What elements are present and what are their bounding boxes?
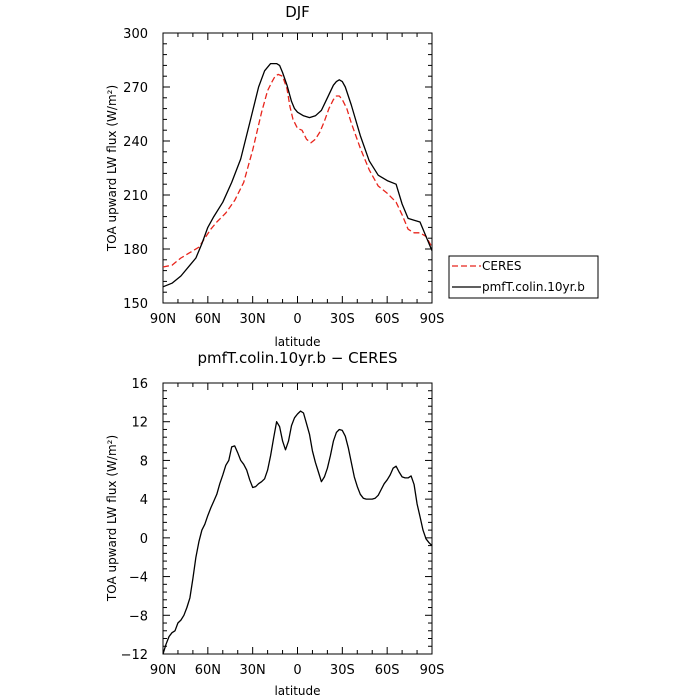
- top-x-tick-label: 60S: [375, 312, 400, 327]
- top-y-axis-label: TOA upward LW flux (W/m²): [105, 85, 119, 252]
- top-y-tick-label: 150: [123, 297, 148, 312]
- top-panel: DJF 90N 60N 30N 0 30S 60S 90S 150 180 210 240 270 30…: [105, 3, 444, 349]
- top-y-tick-label: 240: [123, 135, 148, 150]
- top-x-tick-label: 90N: [150, 312, 176, 327]
- bottom-panel: pmfT.colin.10yr.b − CERES 90N 60N 30N 0 30S 6…: [105, 349, 444, 698]
- bottom-series: [162, 410, 433, 655]
- bottom-plot-frame: [162, 382, 433, 655]
- bottom-x-tick-label: 0: [293, 663, 301, 678]
- legend-label-model: pmfT.colin.10yr.b: [482, 280, 585, 294]
- top-x-tick-label: 30S: [330, 312, 355, 327]
- top-plot-frame: [162, 32, 433, 304]
- bottom-y-tick-label: 12: [131, 416, 148, 431]
- bottom-series-line-difference: [162, 410, 433, 655]
- bottom-y-tick-label: 8: [140, 454, 148, 469]
- top-x-tick-label: 30N: [240, 312, 266, 327]
- bottom-x-tick-label: 30S: [330, 663, 355, 678]
- bottom-x-axis-label: latitude: [274, 684, 320, 698]
- bottom-y-tick-label: −8: [129, 609, 148, 624]
- top-x-tick-label: 60N: [195, 312, 221, 327]
- bottom-ticks: 90N 60N 30N 0 30S 60S 90S −12 −8 −4 0 4 8 12 16: [121, 377, 445, 678]
- bottom-y-tick-label: 4: [140, 493, 148, 508]
- legend-box: [448, 255, 599, 299]
- top-x-tick-label: 0: [293, 312, 301, 327]
- top-series: [162, 62, 433, 288]
- bottom-y-tick-label: −12: [121, 648, 148, 663]
- bottom-x-tick-label: 90N: [150, 663, 176, 678]
- legend-label-ceres: CERES: [482, 259, 522, 273]
- bottom-x-tick-label: 60N: [195, 663, 221, 678]
- top-y-tick-label: 210: [123, 189, 148, 204]
- top-x-tick-label: 90S: [420, 312, 445, 327]
- bottom-x-tick-label: 90S: [420, 663, 445, 678]
- top-x-axis-label: latitude: [274, 335, 320, 349]
- top-y-tick-label: 270: [123, 81, 148, 96]
- top-chart-title: DJF: [285, 3, 310, 21]
- bottom-y-axis-label: TOA upward LW flux (W/m²): [105, 435, 119, 602]
- top-y-tick-label: 180: [123, 243, 148, 258]
- top-y-tick-label: 300: [123, 27, 148, 42]
- legend: CERES pmfT.colin.10yr.b: [448, 255, 599, 299]
- top-series-line-pmft-colin-10yr-b: [162, 62, 433, 288]
- bottom-y-tick-label: −4: [129, 571, 148, 586]
- bottom-x-tick-label: 60S: [375, 663, 400, 678]
- bottom-chart-title: pmfT.colin.10yr.b − CERES: [197, 349, 397, 367]
- bottom-y-tick-label: 16: [131, 377, 148, 392]
- bottom-x-tick-label: 30N: [240, 663, 266, 678]
- top-ticks: 90N 60N 30N 0 30S 60S 90S 150 180 210 240 270 300: [123, 27, 444, 327]
- bottom-y-tick-label: 0: [140, 532, 148, 547]
